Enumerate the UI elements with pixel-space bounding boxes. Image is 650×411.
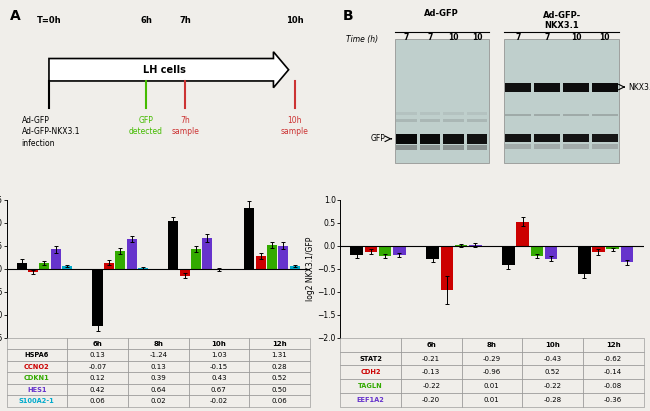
Bar <box>592 114 617 116</box>
Text: Ad-GFP-
NKX3.1: Ad-GFP- NKX3.1 <box>543 11 580 30</box>
Bar <box>545 246 557 259</box>
Text: Ad-GFP: Ad-GFP <box>424 9 459 18</box>
Text: T=0h: T=0h <box>36 16 61 25</box>
Text: 10: 10 <box>571 33 581 42</box>
Text: 7: 7 <box>404 33 410 42</box>
Bar <box>104 263 114 269</box>
Bar <box>621 246 633 262</box>
Bar <box>202 238 213 269</box>
Text: GFP
detected: GFP detected <box>129 116 163 136</box>
Bar <box>534 114 560 116</box>
Bar <box>40 263 49 269</box>
Bar <box>441 246 453 290</box>
Bar <box>506 83 531 92</box>
Text: 10: 10 <box>472 33 482 42</box>
Bar <box>592 134 617 142</box>
Bar <box>290 266 300 269</box>
Bar <box>467 134 488 143</box>
Text: 7: 7 <box>427 33 433 42</box>
Bar <box>534 83 560 92</box>
Bar <box>534 134 560 142</box>
Bar <box>563 134 589 142</box>
Bar <box>443 118 463 122</box>
Text: NKX3.1: NKX3.1 <box>629 83 650 92</box>
Bar <box>578 246 590 274</box>
Text: Ad-GFP
Ad-GFP-NKX3.1
infection: Ad-GFP Ad-GFP-NKX3.1 infection <box>21 116 80 148</box>
Bar <box>420 145 440 150</box>
Text: 7h
sample: 7h sample <box>172 116 200 136</box>
Bar <box>443 112 463 115</box>
Bar <box>592 83 617 92</box>
Bar <box>92 269 103 326</box>
Bar <box>379 246 391 256</box>
Bar <box>168 221 178 269</box>
Bar <box>455 245 467 246</box>
Bar <box>51 249 61 269</box>
Bar <box>396 134 417 143</box>
Text: B: B <box>343 9 354 23</box>
Bar <box>396 118 417 122</box>
Bar <box>506 143 531 149</box>
Bar <box>516 222 529 246</box>
Y-axis label: log2 NKX3.1/GFP: log2 NKX3.1/GFP <box>306 236 315 301</box>
Bar <box>278 246 289 269</box>
Bar <box>191 249 201 269</box>
Bar <box>179 269 190 276</box>
Bar <box>467 118 488 122</box>
Bar <box>396 145 417 150</box>
Bar <box>506 134 531 142</box>
Bar <box>350 246 363 255</box>
Bar <box>506 114 531 116</box>
Bar <box>469 245 482 246</box>
Bar <box>127 239 136 269</box>
Bar <box>420 134 440 143</box>
Bar <box>443 134 463 143</box>
Text: 10: 10 <box>599 33 610 42</box>
Text: 10h
sample: 10h sample <box>281 116 309 136</box>
Bar <box>467 145 488 150</box>
Bar <box>267 245 277 269</box>
Bar <box>393 246 406 255</box>
Bar <box>563 114 589 116</box>
Text: Time (h): Time (h) <box>346 35 378 44</box>
Bar <box>28 269 38 272</box>
Bar <box>467 112 488 115</box>
Text: 10h: 10h <box>286 16 304 25</box>
Bar <box>502 246 515 266</box>
Text: 7: 7 <box>545 33 550 42</box>
Bar <box>138 268 148 269</box>
Bar <box>62 266 72 269</box>
Bar <box>420 118 440 122</box>
Bar <box>504 39 619 163</box>
Bar <box>365 246 377 252</box>
Bar <box>115 251 125 269</box>
Bar <box>396 112 417 115</box>
Bar <box>563 83 589 92</box>
Text: 7: 7 <box>515 33 521 42</box>
Bar <box>592 143 617 149</box>
Text: 7h: 7h <box>179 16 191 25</box>
Bar <box>606 246 619 249</box>
Bar <box>395 39 489 163</box>
Bar <box>443 145 463 150</box>
Bar <box>214 269 224 270</box>
Bar <box>534 143 560 149</box>
Bar <box>255 256 266 269</box>
FancyArrow shape <box>49 52 289 88</box>
Text: 6h: 6h <box>140 16 152 25</box>
Text: LH cells: LH cells <box>143 65 186 75</box>
Text: 10: 10 <box>448 33 459 42</box>
Bar <box>530 246 543 256</box>
Bar <box>17 263 27 269</box>
Text: GFP: GFP <box>370 134 385 143</box>
Bar <box>244 208 254 269</box>
Bar <box>420 112 440 115</box>
Text: A: A <box>10 9 20 23</box>
Bar <box>592 246 604 252</box>
Bar <box>563 143 589 149</box>
Bar <box>426 246 439 259</box>
